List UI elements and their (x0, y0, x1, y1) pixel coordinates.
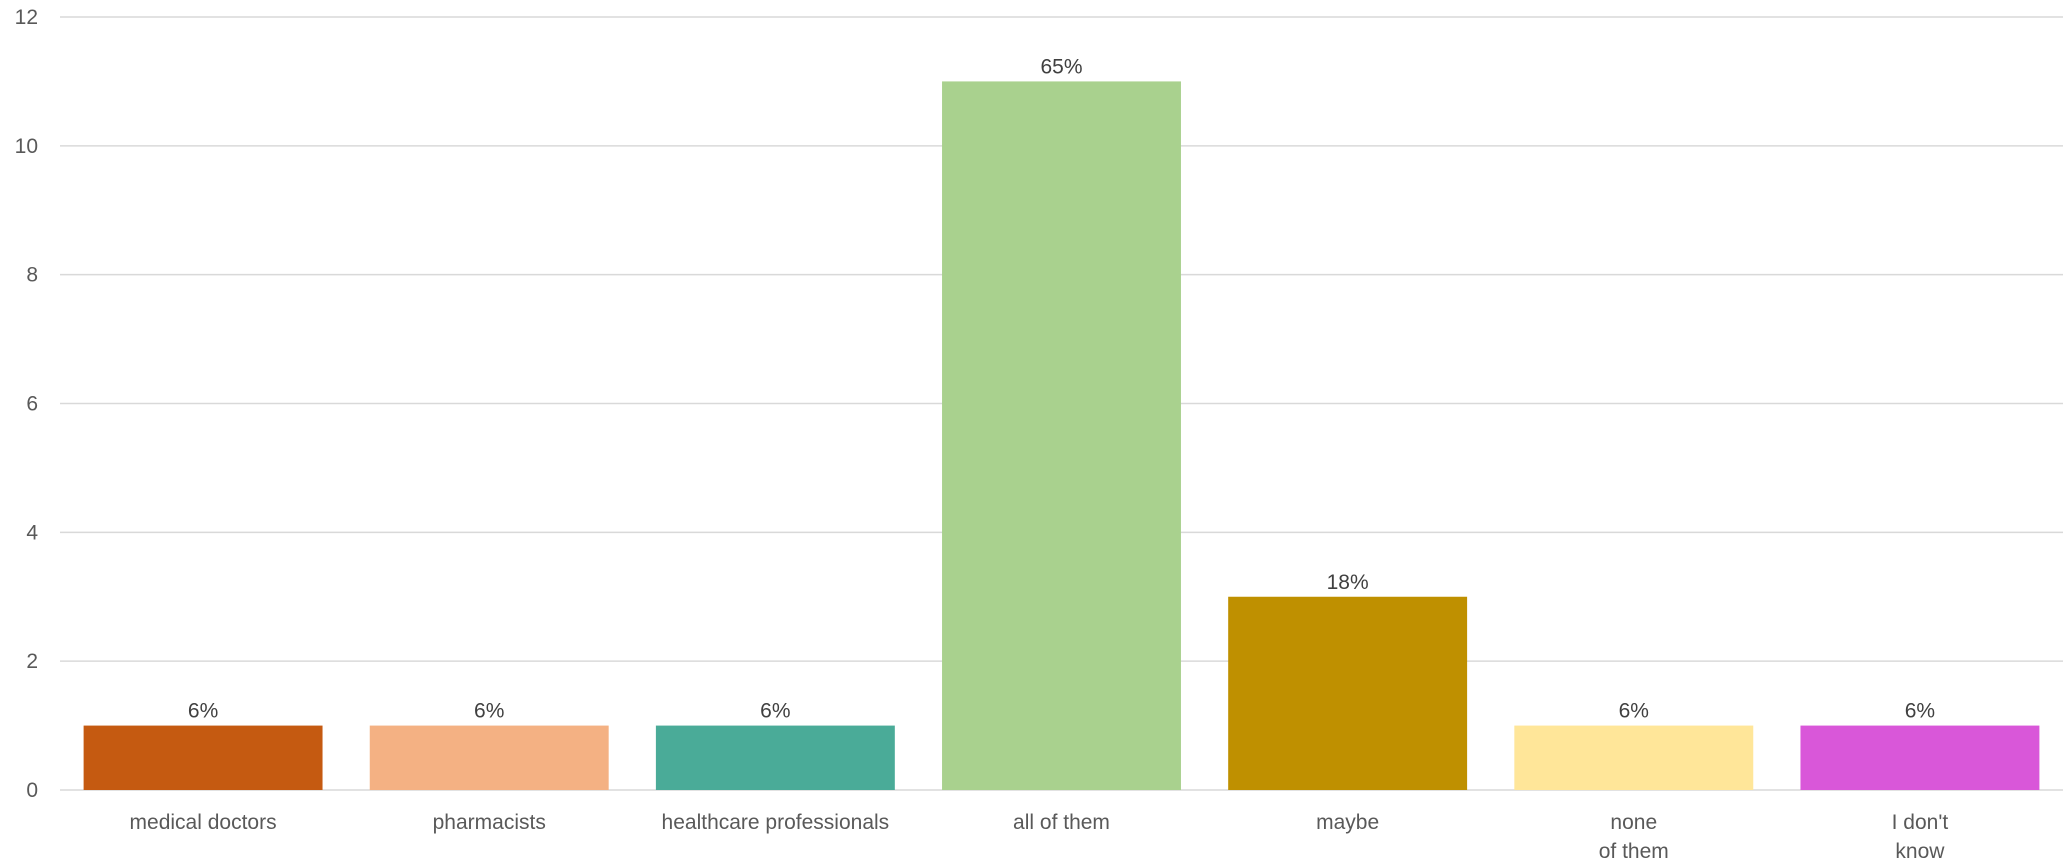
y-tick-label-0: 0 (26, 779, 38, 802)
y-tick-label-4: 4 (26, 521, 38, 544)
data-label-5: 6% (1619, 700, 1649, 723)
bar-6 (1800, 725, 2040, 790)
y-tick-label-12: 12 (15, 6, 38, 29)
data-label-6: 6% (1905, 700, 1935, 723)
category-label-3: all of them (1013, 811, 1110, 834)
category-label-5-line-0: none (1610, 811, 1657, 834)
y-tick-label-6: 6 (26, 393, 38, 416)
category-label-5-line-1: of them (1599, 840, 1669, 862)
category-label-6-line-1: know (1895, 840, 1945, 862)
data-label-0: 6% (188, 700, 218, 723)
category-label-0: medical doctors (130, 811, 277, 834)
bar-1 (369, 725, 609, 790)
category-label-1: pharmacists (433, 811, 546, 834)
bar-2 (655, 725, 895, 790)
x-axis-category-labels: medical doctors pharmacists healthcare pro… (130, 811, 1949, 863)
data-label-3: 65% (1040, 55, 1082, 78)
y-tick-label-8: 8 (26, 264, 38, 287)
bar-4 (1228, 596, 1468, 790)
category-label-2: healthcare professionals (662, 811, 890, 834)
bars (83, 81, 2040, 790)
data-label-4: 18% (1327, 571, 1369, 594)
y-tick-label-10: 10 (15, 135, 38, 158)
y-tick-label-2: 2 (26, 650, 38, 673)
data-labels: 6% 6% 6% 65% 18% 6% 6% (188, 55, 1935, 722)
data-label-1: 6% (474, 700, 504, 723)
bar-0 (83, 725, 323, 790)
bar-3 (942, 81, 1181, 790)
y-axis-tick-labels: 0 2 4 6 8 10 12 (15, 6, 39, 802)
category-label-6-line-0: I don't (1892, 811, 1949, 834)
bar-5 (1514, 725, 1754, 790)
data-label-2: 6% (760, 700, 790, 723)
category-label-4: maybe (1316, 811, 1379, 834)
